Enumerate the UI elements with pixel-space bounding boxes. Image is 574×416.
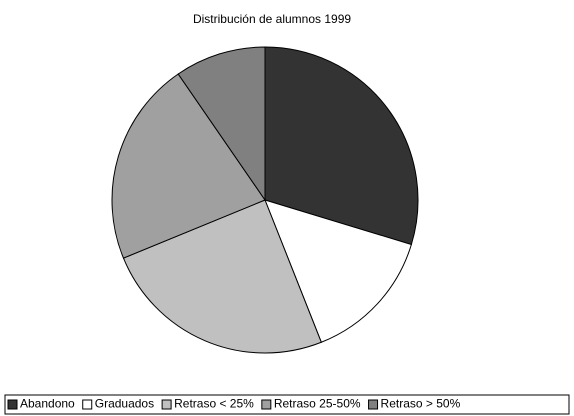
legend-label: Retraso > 50%	[381, 397, 461, 411]
pie-slice	[264, 199, 413, 343]
legend-label: Abandono	[20, 397, 75, 411]
legend-swatch	[82, 399, 93, 410]
legend-box	[4, 394, 570, 415]
pie-slice	[111, 73, 266, 259]
legend-swatch	[261, 399, 272, 410]
pie-slice	[264, 46, 419, 246]
legend-label: Retraso < 25%	[174, 397, 254, 411]
chart-title: Distribución de alumnos 1999	[193, 12, 351, 26]
legend-swatch	[368, 399, 379, 410]
legend-label: Retraso 25-50%	[274, 397, 361, 411]
legend-label: Graduados	[95, 397, 154, 411]
legend-swatch	[161, 399, 172, 410]
pie-slice	[177, 46, 266, 202]
legend-swatch	[7, 399, 18, 410]
